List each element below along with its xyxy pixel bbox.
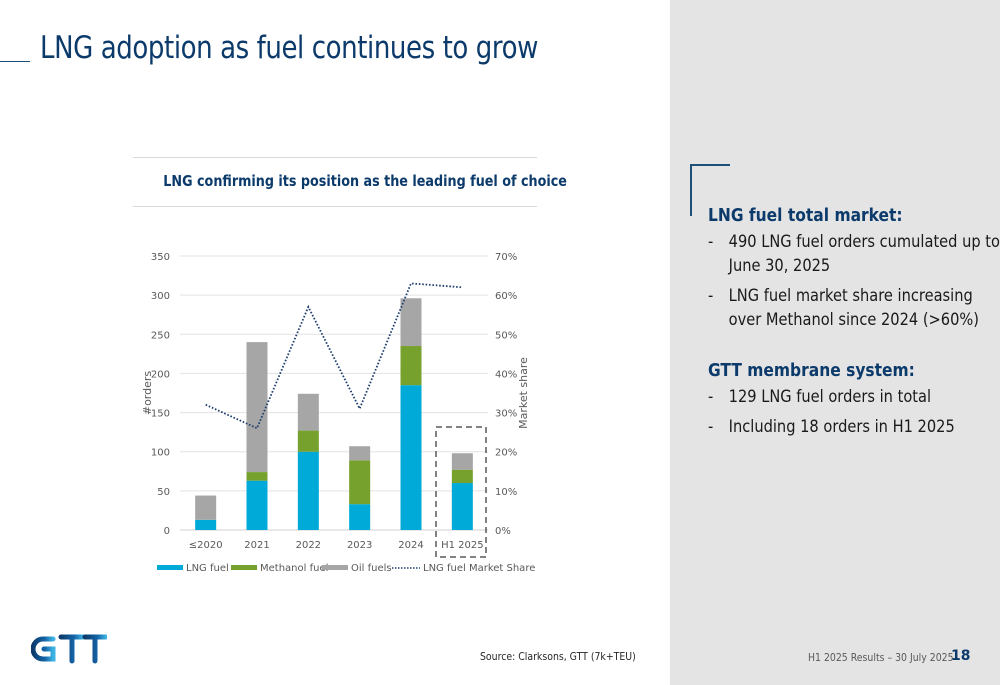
page-title: LNG adoption as fuel continues to grow	[40, 30, 538, 66]
x-tick-label: 2023	[347, 540, 372, 551]
y-axis-right-title: Market share	[517, 357, 530, 429]
bar-oil-fuels	[349, 446, 371, 461]
title-rule	[0, 61, 30, 62]
section-heading-gtt-membrane: GTT membrane system:	[708, 360, 915, 381]
bar-oil-fuels	[246, 342, 268, 473]
bar-oil-fuels	[297, 393, 319, 431]
y-right-tick-label: 0%	[495, 526, 511, 537]
y-tick-label: 250	[151, 330, 170, 341]
x-tick-label: ≤2020	[189, 540, 223, 551]
right-panel	[670, 0, 1000, 685]
legend: LNG fuel Methanol fuel Oil fuels LNG fue…	[157, 563, 535, 574]
bar-oil-fuels	[400, 298, 422, 347]
y-axis-title: #orders	[141, 371, 154, 416]
bar-lng-fuel	[195, 519, 217, 530]
bar-lng-fuel	[451, 483, 473, 530]
legend-swatch-methanol	[231, 565, 257, 570]
bullet-item: -129 LNG fuel orders in total	[708, 387, 932, 407]
gtt-logo	[31, 634, 107, 664]
x-tick-label: 2022	[296, 540, 321, 551]
key-points-panel: LNG fuel total market: -490 LNG fuel ord…	[708, 205, 1000, 445]
legend-label-oil: Oil fuels	[351, 563, 392, 574]
chart-title-box: LNG confirming its position as the leadi…	[133, 157, 567, 207]
bar-oil-fuels	[195, 495, 217, 520]
y-tick-label: 200	[151, 369, 170, 380]
bar-lng-fuel	[297, 451, 319, 530]
bar-methanol-fuel	[400, 346, 422, 386]
y-tick-label: 100	[151, 448, 170, 459]
bar-lng-fuel	[349, 504, 371, 530]
chart-title: LNG confirming its position as the leadi…	[163, 172, 567, 190]
y-tick-label: 350	[151, 252, 170, 263]
footer-text: H1 2025 Results – 30 July 2025	[808, 651, 954, 664]
legend-label-methanol: Methanol fuel	[260, 563, 328, 574]
bar-oil-fuels	[451, 453, 473, 470]
source-note: Source: Clarksons, GTT (7k+TEU)	[480, 650, 636, 663]
market-share-line	[205, 282, 463, 430]
y-right-tick-label: 10%	[495, 487, 517, 498]
page-number: 18	[951, 648, 971, 664]
x-tick-label: H1 2025	[441, 540, 484, 551]
bar-lng-fuel	[400, 385, 422, 530]
y-right-tick-label: 30%	[495, 409, 517, 420]
bullet-item: -490 LNG fuel orders cumulated up to Jun…	[708, 232, 1000, 276]
chart: 0 50 100 150 200 250 300 350 0% 10% 20% 30% 40% 50% 60…	[141, 252, 535, 574]
x-tick-label: 2024	[398, 540, 423, 551]
corner-accent	[690, 164, 730, 216]
y-right-tick-label: 20%	[495, 448, 517, 459]
section-heading-lng-market: LNG fuel total market:	[708, 205, 903, 226]
y-right-tick-label: 60%	[495, 291, 517, 302]
y-right-tick-label: 50%	[495, 330, 517, 341]
bar-methanol-fuel	[451, 469, 473, 484]
y-tick-label: 150	[151, 409, 170, 420]
legend-swatch-lng	[157, 565, 183, 570]
y-right-tick-label: 40%	[495, 369, 517, 380]
bar-methanol-fuel	[349, 460, 371, 505]
y-tick-label: 0	[164, 526, 170, 537]
legend-label-lng: LNG fuel	[186, 563, 229, 574]
y-tick-label: 300	[151, 291, 170, 302]
y-tick-label: 50	[157, 487, 170, 498]
legend-label-share: LNG fuel Market Share	[423, 563, 535, 574]
bar-methanol-fuel	[297, 430, 319, 452]
bullet-item: - LNG fuel market share increasing over M…	[708, 286, 980, 330]
h1-2025-highlight-box	[435, 426, 487, 558]
bullet-item: - Including 18 orders in H1 2025	[708, 417, 955, 437]
y-right-tick-label: 70%	[495, 252, 517, 263]
bar-lng-fuel	[246, 480, 268, 530]
x-tick-label: 2021	[244, 540, 269, 551]
bar-methanol-fuel	[246, 472, 268, 481]
legend-swatch-oil	[322, 565, 348, 570]
